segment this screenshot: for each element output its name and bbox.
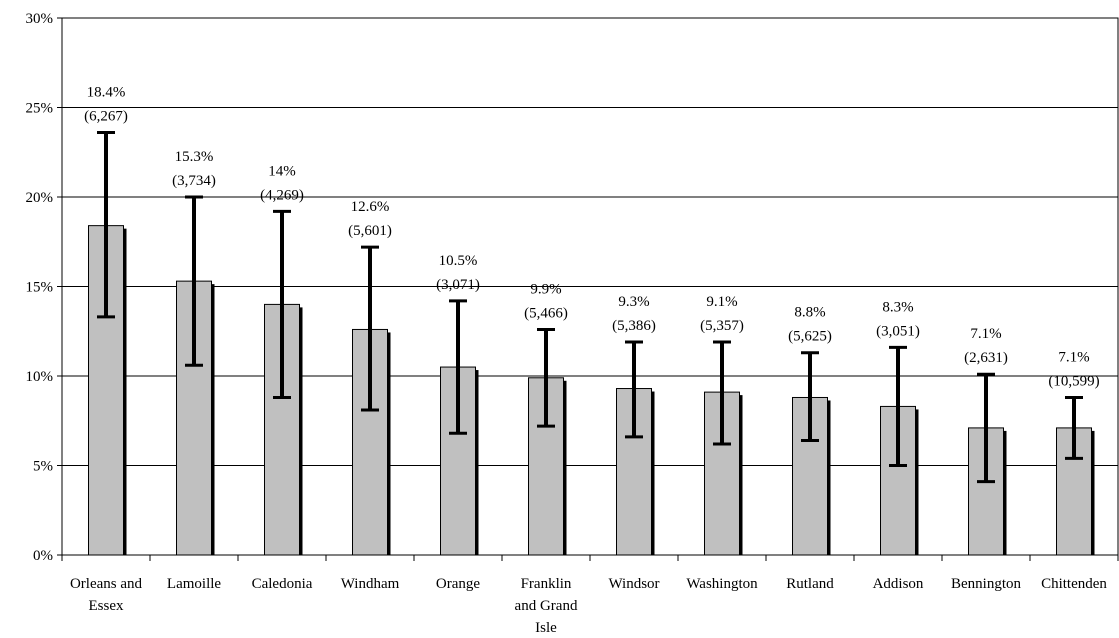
x-category-label: Chittenden [1041, 576, 1107, 592]
x-category-label: Isle [535, 620, 557, 636]
x-category-label: Franklin [521, 576, 572, 592]
data-label-count: (6,267) [84, 109, 128, 125]
data-label-count: (5,386) [612, 318, 656, 334]
data-label-percent: 14% [268, 163, 296, 179]
x-category-label: Bennington [951, 576, 1021, 592]
error-bars [97, 131, 1083, 484]
data-label-count: (3,734) [172, 173, 216, 189]
data-label-percent: 9.3% [618, 294, 649, 310]
data-label-count: (5,625) [788, 329, 832, 345]
y-axis: 0% 5% 10% 15% 20% 25% 30% [26, 11, 62, 564]
data-label-percent: 7.1% [1058, 349, 1089, 365]
gridlines [62, 107, 1118, 466]
data-label-count: (5,466) [524, 305, 568, 321]
x-category-label: Lamoille [167, 576, 221, 592]
y-tick-label: 5% [33, 459, 53, 475]
x-category-label: Windham [341, 576, 400, 592]
data-label-count: (5,601) [348, 223, 392, 239]
data-label-count: (2,631) [964, 350, 1008, 366]
data-label-count: (3,071) [436, 277, 480, 293]
data-label-percent: 12.6% [351, 199, 390, 215]
y-tick-label: 0% [33, 548, 53, 564]
data-label-count: (4,269) [260, 187, 304, 203]
y-tick-label: 25% [26, 101, 54, 117]
x-axis: Orleans and Essex Lamoille Caledonia Windham… [61, 555, 1119, 636]
data-label-percent: 15.3% [175, 149, 214, 165]
data-label-percent: 18.4% [87, 85, 126, 101]
data-labels: (6,267) 18.4% (3,734) 15.3% (4,269) 14% (5,601… [84, 85, 1100, 390]
data-label-percent: 9.1% [706, 294, 737, 310]
bars [88, 225, 1095, 556]
x-category-label: Caledonia [252, 576, 313, 592]
data-label-percent: 8.3% [882, 299, 913, 315]
y-tick-label: 20% [26, 190, 54, 206]
y-tick-label: 30% [26, 11, 54, 27]
x-category-label: Rutland [786, 576, 834, 592]
x-category-label: Essex [89, 598, 124, 614]
y-tick-label: 10% [26, 369, 54, 385]
x-category-label: Addison [873, 576, 924, 592]
x-category-label: Orange [436, 576, 480, 592]
y-tick-label: 15% [26, 280, 54, 296]
data-label-percent: 8.8% [794, 305, 825, 321]
x-category-label: and Grand [515, 598, 578, 614]
data-label-percent: 7.1% [970, 326, 1001, 342]
data-label-percent: 10.5% [439, 253, 478, 269]
x-category-label: Washington [686, 576, 758, 592]
data-label-count: (3,051) [876, 323, 920, 339]
x-category-label: Windsor [608, 576, 659, 592]
data-label-count: (5,357) [700, 318, 744, 334]
data-label-percent: 9.9% [530, 281, 561, 297]
x-category-label: Orleans and [70, 576, 143, 592]
data-label-count: (10,599) [1048, 373, 1099, 389]
